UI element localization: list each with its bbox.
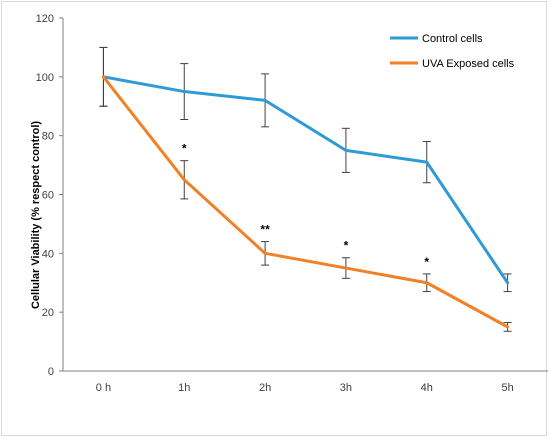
x-tick-label: 3h — [340, 382, 352, 394]
y-tick-label: 80 — [42, 131, 54, 143]
y-tick-label: 60 — [42, 190, 54, 202]
legend: Control cells UVA Exposed cells — [390, 33, 515, 70]
significance-marker: ** — [260, 223, 270, 237]
x-tick-label: 1h — [178, 382, 190, 394]
error-bars — [99, 46, 512, 332]
x-tick-label: 5h — [501, 382, 513, 394]
legend-label: UVA Exposed cells — [422, 58, 515, 70]
significance-marker: * — [344, 239, 349, 253]
axes — [59, 17, 548, 372]
y-tick-label: 40 — [42, 248, 54, 260]
y-tick-label: 0 — [48, 366, 54, 378]
y-axis-title: Cellular Viability (% respect control) — [30, 121, 42, 309]
series-lines — [101, 75, 510, 329]
x-tick-labels: 0 h 1h 2h 3h 4h 5h — [96, 382, 514, 394]
significance-marker: * — [182, 142, 187, 156]
significance-markers: ***** — [182, 142, 430, 269]
series-line-uva-exposed-cells — [101, 75, 510, 329]
series-line-control-cells — [101, 75, 510, 285]
y-tick-label: 100 — [36, 72, 54, 84]
x-tick-label: 2h — [259, 382, 271, 394]
x-tick-label: 4h — [421, 382, 433, 394]
legend-label: Control cells — [422, 33, 483, 45]
y-tick-label: 120 — [36, 13, 54, 25]
significance-marker: * — [424, 255, 429, 269]
y-tick-labels: 0 20 40 60 80 100 120 — [36, 13, 54, 378]
x-tick-label: 0 h — [96, 382, 111, 394]
y-tick-label: 20 — [42, 307, 54, 319]
